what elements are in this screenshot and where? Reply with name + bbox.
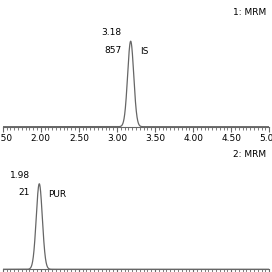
Text: PUR: PUR (48, 190, 67, 199)
Text: 1: MRM: 1: MRM (233, 8, 267, 17)
Text: 1.98: 1.98 (10, 171, 30, 180)
Text: 857: 857 (104, 46, 122, 55)
Text: 21: 21 (19, 188, 30, 197)
Text: IS: IS (140, 47, 148, 56)
Text: 3.18: 3.18 (101, 29, 122, 38)
Text: 2: MRM: 2: MRM (233, 150, 267, 159)
